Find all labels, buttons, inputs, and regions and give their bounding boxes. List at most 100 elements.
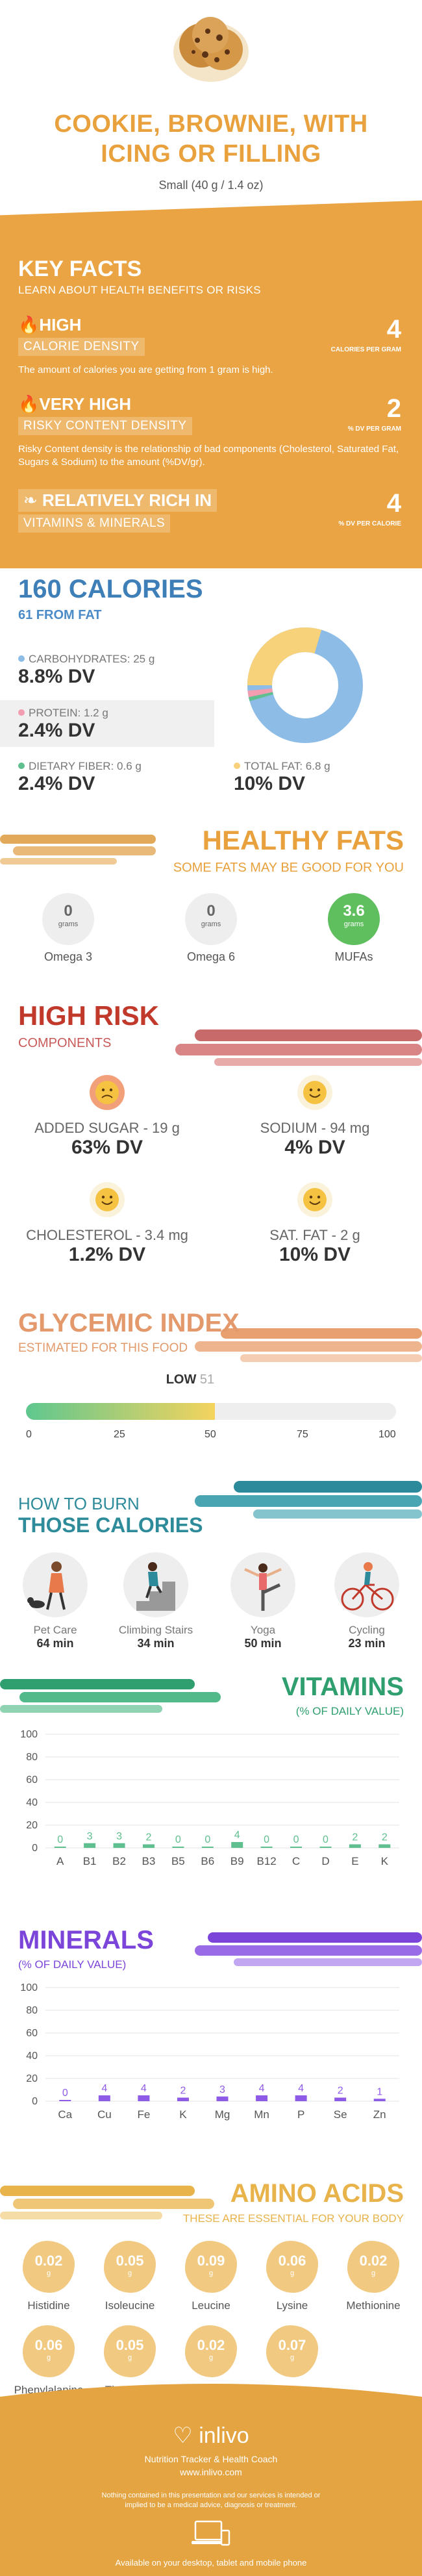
amino-value-blob: 0.02 g (347, 2241, 399, 2293)
bar-D (319, 1847, 332, 1848)
cookie-image (169, 6, 253, 84)
bar-value-label: 3 (219, 2084, 225, 2095)
amino-value-blob: 0.06 g (266, 2241, 318, 2293)
x-tick-label: E (351, 1855, 358, 1867)
bar-Mg (216, 2096, 229, 2101)
nutrient-fiber: DIETARY FIBER: 0.6 g 2.4% DV (18, 760, 142, 794)
amino-name: Histidine (27, 2299, 70, 2312)
bar-value-label: 4 (298, 2083, 304, 2094)
glycemic-title: GLYCEMIC INDEX (18, 1309, 240, 1337)
y-tick-label: 20 (26, 1820, 38, 1831)
amino-unit: g (46, 2269, 51, 2277)
heart-icon: ♡ (173, 2423, 199, 2448)
macros-donut-chart (247, 627, 363, 743)
risk-sat-fat: SAT. FAT - 2 g 10% DV (217, 1182, 412, 1266)
bar-value-label: 2 (146, 1832, 152, 1843)
glycemic-bar (26, 1403, 396, 1420)
bar-B2 (113, 1843, 125, 1848)
x-tick-label: Cu (97, 2108, 112, 2121)
gi-tick: 25 (114, 1429, 125, 1440)
fact-vitamins-minerals: ❧ RELATIVELY RICH IN VITAMINS & MINERALS… (18, 489, 408, 533)
amino-name: Isoleucine (105, 2299, 155, 2312)
amino-value: 0.02 (197, 2337, 225, 2353)
bar-B6 (201, 1847, 214, 1848)
amino-value-blob: 0.09 g (185, 2241, 237, 2293)
amino-lysine: 0.06 g Lysine (253, 2241, 331, 2312)
x-tick-label: Fe (137, 2108, 150, 2121)
x-tick-label: A (56, 1855, 64, 1867)
amino-name: Methionine (346, 2299, 401, 2312)
minerals-subtitle: (% OF DAILY VALUE) (18, 1958, 127, 1971)
vitamins-title: VITAMINS (281, 1673, 404, 1701)
devices-icon (192, 2520, 230, 2546)
amino-valine: 0.07gValine (253, 2325, 331, 2397)
bar-A (54, 1847, 66, 1848)
minerals-title: MINERALS (18, 1926, 154, 1954)
bar-value-label: 0 (62, 2088, 68, 2099)
bar-value-label: 1 (377, 2086, 382, 2097)
healthy-fats-section: HEALTHY FATS SOME FATS MAY BE GOOD FOR Y… (0, 822, 422, 984)
glycemic-bar-fill (26, 1403, 215, 1420)
amino-subtitle: THESE ARE ESSENTIAL FOR YOUR BODY (182, 2212, 404, 2225)
pet-care-icon (23, 1552, 88, 1617)
risk-added-sugar: ADDED SUGAR - 19 g 63% DV (10, 1075, 205, 1159)
activity-yoga: Yoga 50 min (217, 1552, 308, 1650)
bar-Cu (98, 2095, 110, 2101)
bar-value-label: 0 (264, 1834, 269, 1845)
glycemic-level: LOW 51 (166, 1372, 215, 1387)
footer: ♡ inlivo Nutrition Tracker & Health Coac… (0, 2384, 422, 2576)
amino-unit: g (208, 2269, 214, 2277)
donut-fiber (247, 627, 363, 743)
fact-calorie-density: 🔥HIGH CALORIE DENSITY The amount of calo… (18, 315, 401, 375)
nutrient-carbs: CARBOHYDRATES: 25 g 8.8% DV (18, 653, 155, 687)
y-tick-label: 20 (26, 2073, 38, 2084)
nutrient-protein: PROTEIN: 1.2 g 2.4% DV (18, 707, 108, 741)
glycemic-subtitle: ESTIMATED FOR THIS FOOD (18, 1341, 188, 1355)
amino-value-blob: 0.05 g (104, 2325, 156, 2377)
amino-value-blob: 0.02 g (185, 2325, 237, 2377)
brand-url[interactable]: www.inlivo.com (180, 2467, 242, 2477)
amino-histidine: 0.02 g Histidine (10, 2241, 88, 2312)
activity-pet-care: Pet Care 64 min (10, 1552, 101, 1650)
y-tick-label: 60 (26, 2028, 38, 2039)
x-tick-label: B1 (83, 1855, 97, 1867)
cycling-icon (334, 1552, 399, 1617)
bar-B9 (231, 1842, 243, 1848)
header: COOKIE, BROWNIE, WITH ICING OR FILLING S… (0, 0, 422, 214)
x-tick-label: B9 (230, 1855, 244, 1867)
amino-isoleucine: 0.05 g Isoleucine (91, 2241, 169, 2312)
high-risk-subtitle: COMPONENTS (18, 1036, 112, 1050)
amino-phenylalanine: 0.06 g Phenylalanine (10, 2325, 88, 2397)
x-tick-label: Mn (254, 2108, 269, 2121)
bar-B1 (84, 1843, 96, 1848)
bar-Mn (256, 2095, 268, 2101)
amino-value: 0.05 (116, 2337, 144, 2353)
amino-value-blob: 0.05 g (104, 2241, 156, 2293)
bar-value-label: 0 (57, 1834, 63, 1845)
x-tick-label: K (179, 2108, 187, 2121)
key-facts-title: KEY FACTS (18, 257, 142, 281)
bar-value-label: 4 (101, 2083, 107, 2094)
amino-title: AMINO ACIDS (230, 2179, 404, 2208)
y-tick-label: 100 (20, 1982, 38, 1993)
risk-cholesterol: CHOLESTEROL - 3.4 mg 1.2% DV (10, 1182, 205, 1266)
amino-unit: g (290, 2354, 295, 2362)
y-tick-label: 40 (26, 1797, 38, 1808)
y-tick-label: 80 (26, 2005, 38, 2016)
gi-tick: 50 (205, 1429, 216, 1440)
amino-value: 0.06 (34, 2337, 63, 2353)
vitamins-subtitle: (% OF DAILY VALUE) (295, 1705, 404, 1717)
bar-K (379, 1844, 391, 1848)
amino-value: 0.02 (34, 2253, 63, 2269)
healthy-fats-subtitle: SOME FATS MAY BE GOOD FOR YOU (173, 861, 404, 875)
amino-unit: g (371, 2269, 376, 2277)
amino-value: 0.07 (278, 2337, 306, 2353)
x-tick-label: C (292, 1855, 300, 1867)
high-risk-section: HIGH RISK COMPONENTS ADDED SUGAR - 19 g … (0, 994, 422, 1267)
happy-face-icon (297, 1182, 332, 1217)
amino-value-blob: 0.02 g (23, 2241, 75, 2293)
x-tick-label: B2 (112, 1855, 126, 1867)
calories-title: 160 CALORIES (18, 575, 203, 603)
bar-B12 (260, 1847, 273, 1848)
